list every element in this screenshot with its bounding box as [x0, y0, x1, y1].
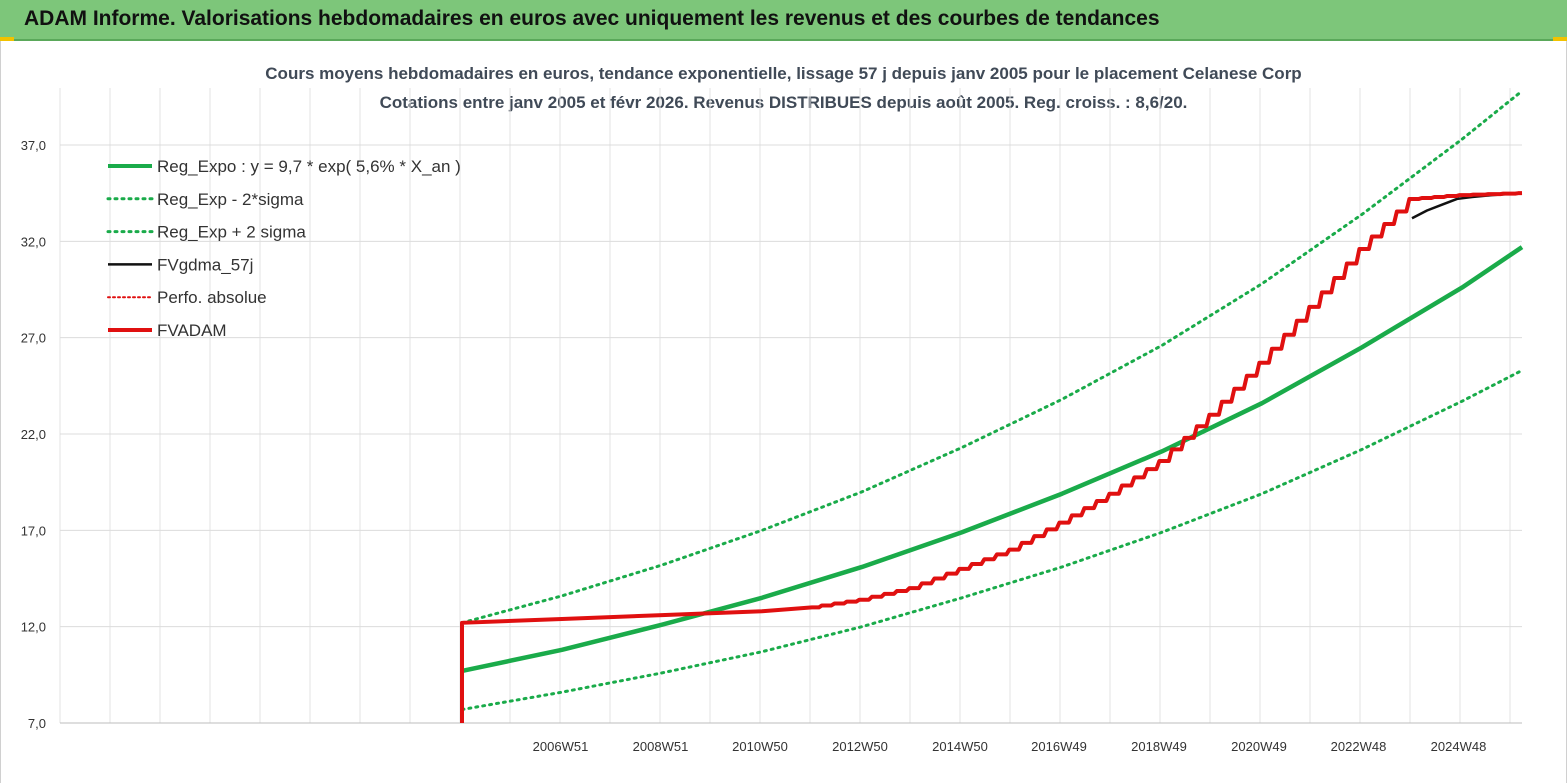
- x-tick-label: 2016W49: [1031, 739, 1087, 754]
- x-tick-label: 2014W50: [932, 739, 988, 754]
- x-tick-label: 2010W50: [732, 739, 788, 754]
- legend-label: FVADAM: [157, 321, 227, 340]
- legend-label: Reg_Exp + 2 sigma: [157, 223, 306, 242]
- legend-label: Perfo. absolue: [157, 288, 267, 307]
- corner-marker-left: [0, 37, 14, 41]
- x-tick-label: 2018W49: [1131, 739, 1187, 754]
- series-line-1: [460, 368, 1524, 712]
- y-tick-label: 17,0: [21, 523, 46, 538]
- y-tick-label: 32,0: [21, 234, 46, 249]
- x-tick-label: 2020W49: [1231, 739, 1287, 754]
- x-tick-label: 2006W51: [533, 739, 589, 754]
- x-tick-label: 2008W51: [633, 739, 689, 754]
- x-tick-label: 2024W48: [1431, 739, 1487, 754]
- series-line-5: [460, 191, 1522, 723]
- corner-marker-right: [1553, 37, 1567, 41]
- chart-title: Cours moyens hebdomadaires en euros, ten…: [265, 64, 1302, 83]
- y-tick-label: 12,0: [21, 620, 46, 635]
- x-tick-label: 2012W50: [832, 739, 888, 754]
- report-title: ADAM Informe. Valorisations hebdomadaire…: [24, 7, 1160, 30]
- chart-subtitle: Cotations entre janv 2005 et févr 2026. …: [379, 93, 1188, 112]
- legend-label: FVgdma_57j: [157, 255, 253, 274]
- series-line-0: [461, 245, 1524, 674]
- report-header-banner: ADAM Informe. Valorisations hebdomadaire…: [0, 0, 1567, 41]
- y-tick-label: 7,0: [28, 716, 46, 731]
- y-tick-label: 27,0: [21, 331, 46, 346]
- x-tick-label: 2022W48: [1331, 739, 1387, 754]
- series-line-2: [460, 89, 1524, 625]
- y-tick-label: 22,0: [21, 427, 46, 442]
- y-tick-label: 37,0: [21, 138, 46, 153]
- legend-label: Reg_Exp - 2*sigma: [157, 190, 304, 209]
- legend-label: Reg_Expo : y = 9,7 * exp( 5,6% * X_an ): [157, 157, 461, 176]
